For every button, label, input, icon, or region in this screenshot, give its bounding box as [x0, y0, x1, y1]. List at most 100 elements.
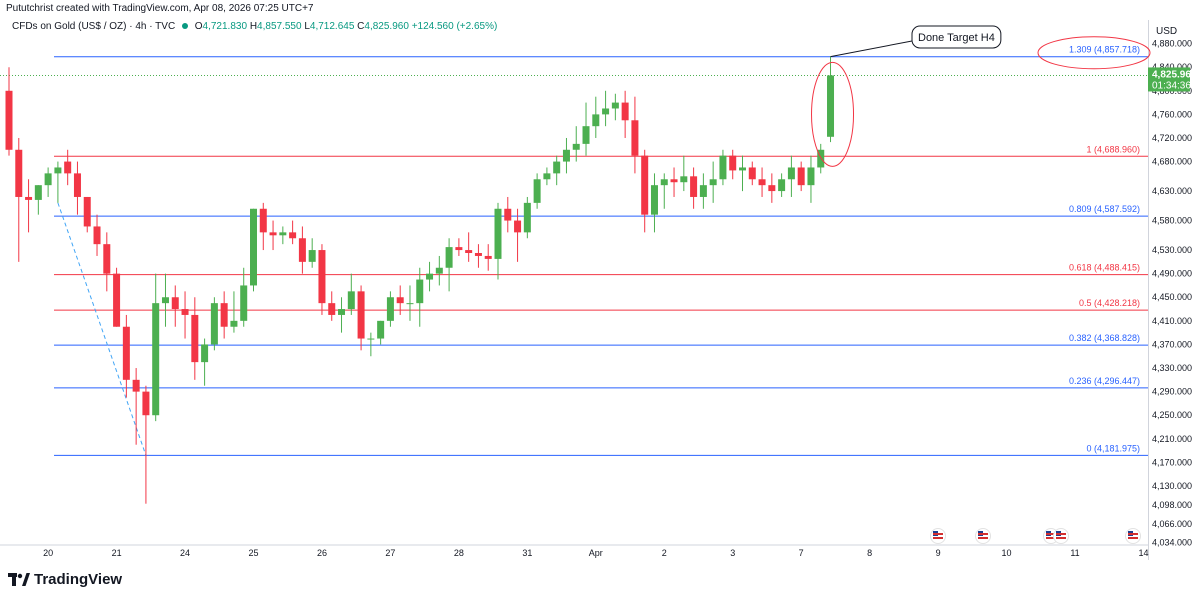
price-tick-label: 4,490.000 [1152, 269, 1192, 279]
candle-body [15, 149, 23, 197]
candle-body [386, 297, 394, 321]
candle-body [504, 208, 512, 221]
us-flag-event-icon[interactable] [1125, 528, 1141, 544]
candle-body [289, 232, 297, 239]
candle-body [230, 320, 238, 327]
candle-body [670, 179, 678, 183]
candle-body [660, 179, 668, 186]
candle-body [103, 244, 111, 274]
fib-level-label: 0.236 (4,296.447) [1069, 376, 1140, 386]
time-tick-label: 11 [1070, 548, 1079, 558]
candle-body [602, 108, 610, 115]
pane-borders [0, 20, 1149, 560]
candle-body [201, 344, 209, 363]
candle-body [152, 303, 160, 416]
candle-body [54, 167, 62, 174]
callout-box[interactable]: Done Target H4 [911, 25, 1002, 49]
time-tick-label: 2 [662, 548, 667, 558]
price-tick-label: 4,580.000 [1152, 216, 1192, 226]
trend-line[interactable] [57, 202, 147, 456]
time-tick-label: 28 [454, 548, 464, 558]
price-tick-label: 4,250.000 [1152, 410, 1192, 420]
change-value: +124.560 (+2.65%) [411, 21, 498, 32]
candle-body [44, 173, 52, 186]
candle-body [787, 167, 795, 180]
fib-level-label: 0 (4,181.975) [1086, 443, 1140, 453]
tradingview-logo-text: TradingView [34, 571, 123, 588]
low-value: 4,712.645 [309, 21, 355, 32]
price-badge: 4,825.960 01:34:36 [1148, 67, 1197, 92]
candle-body [543, 173, 551, 180]
market-status-dot [181, 22, 188, 29]
candle-body [328, 303, 336, 315]
us-flag-event-icon[interactable] [975, 528, 991, 544]
candle-body [132, 379, 140, 392]
time-tick-label: Apr [589, 548, 603, 558]
price-badge-value: 4,825.960 [1152, 69, 1197, 80]
price-tick-label: 4,170.000 [1152, 457, 1192, 467]
chart-credit: Pututchrist created with TradingView.com… [6, 3, 314, 14]
candle-body [73, 173, 81, 197]
candle-body [827, 75, 835, 137]
candle-body [729, 155, 737, 171]
candle-body [768, 185, 776, 192]
candle-body [494, 208, 502, 259]
candle-body [553, 161, 561, 174]
candle-body [367, 338, 375, 340]
candle-body [699, 185, 707, 197]
tradingview-logo[interactable]: TradingView [8, 571, 122, 588]
candle-body [474, 253, 482, 256]
candle-body [484, 255, 492, 259]
candle-body [357, 291, 365, 339]
candle-body [34, 185, 42, 200]
fib-target-highlight-ellipse[interactable] [1037, 36, 1151, 70]
price-tick-label: 4,098.000 [1152, 500, 1192, 510]
candle-body [797, 167, 805, 186]
candle-body [592, 114, 600, 127]
time-tick-label: 27 [385, 548, 395, 558]
candle-body [220, 303, 228, 327]
callout-leader-line [830, 40, 913, 58]
candle-body [582, 126, 590, 144]
open-label: O [194, 21, 203, 32]
candle-body [113, 273, 121, 327]
close-value: 4,825.960 [364, 21, 409, 32]
open-value: 4,721.830 [202, 21, 248, 32]
candle-body [465, 250, 473, 254]
candle-body [650, 185, 658, 215]
symbol-name: CFDs on Gold (US$ / OZ) · 4h · TVC [12, 21, 176, 32]
fib-level-label: 1 (4,688.960) [1086, 144, 1140, 154]
target-candle-highlight-ellipse[interactable] [811, 61, 855, 167]
candle-body [171, 297, 179, 310]
candle-body [142, 391, 150, 416]
time-tick-label: 3 [730, 548, 735, 558]
time-axis[interactable]: 20 21 24 25 26 27 28 31 Apr 2 3 7 8 9 10 11 14 [43, 548, 1148, 558]
candle-body [5, 90, 13, 150]
candle-body [83, 196, 91, 227]
price-tick-label: 4,840.000 [1152, 62, 1192, 72]
candle-body [298, 238, 306, 262]
candle-body [562, 149, 570, 162]
candle-body [641, 155, 649, 215]
price-axis[interactable]: 4,880.0004,840.0004,800.0004,760.0004,72… [1152, 39, 1192, 548]
candle-body [817, 149, 825, 168]
candle-body [807, 167, 815, 186]
candle-body [514, 220, 522, 233]
candle-body [338, 309, 346, 315]
price-tick-label: 4,330.000 [1152, 363, 1192, 373]
us-flag-event-icon[interactable] [930, 528, 946, 544]
price-badge-countdown: 01:34:36 [1152, 80, 1191, 91]
candle-body [122, 326, 130, 380]
fib-level-label: 0.5 (4,428.218) [1079, 298, 1140, 308]
time-tick-label: 10 [1002, 548, 1012, 558]
fibonacci-retracement[interactable]: 1.309 (4,857.718) 1 (4,688.960) 0.809 (4,5… [54, 45, 1148, 456]
us-flag-event-icon[interactable] [1053, 528, 1069, 544]
time-tick-label: 25 [248, 548, 258, 558]
candle-body [680, 176, 688, 183]
time-tick-label: 26 [317, 548, 327, 558]
time-tick-label: 14 [1138, 548, 1148, 558]
candle-body [377, 320, 385, 339]
currency-label[interactable]: USD [1156, 26, 1178, 37]
candle-body [347, 291, 355, 310]
